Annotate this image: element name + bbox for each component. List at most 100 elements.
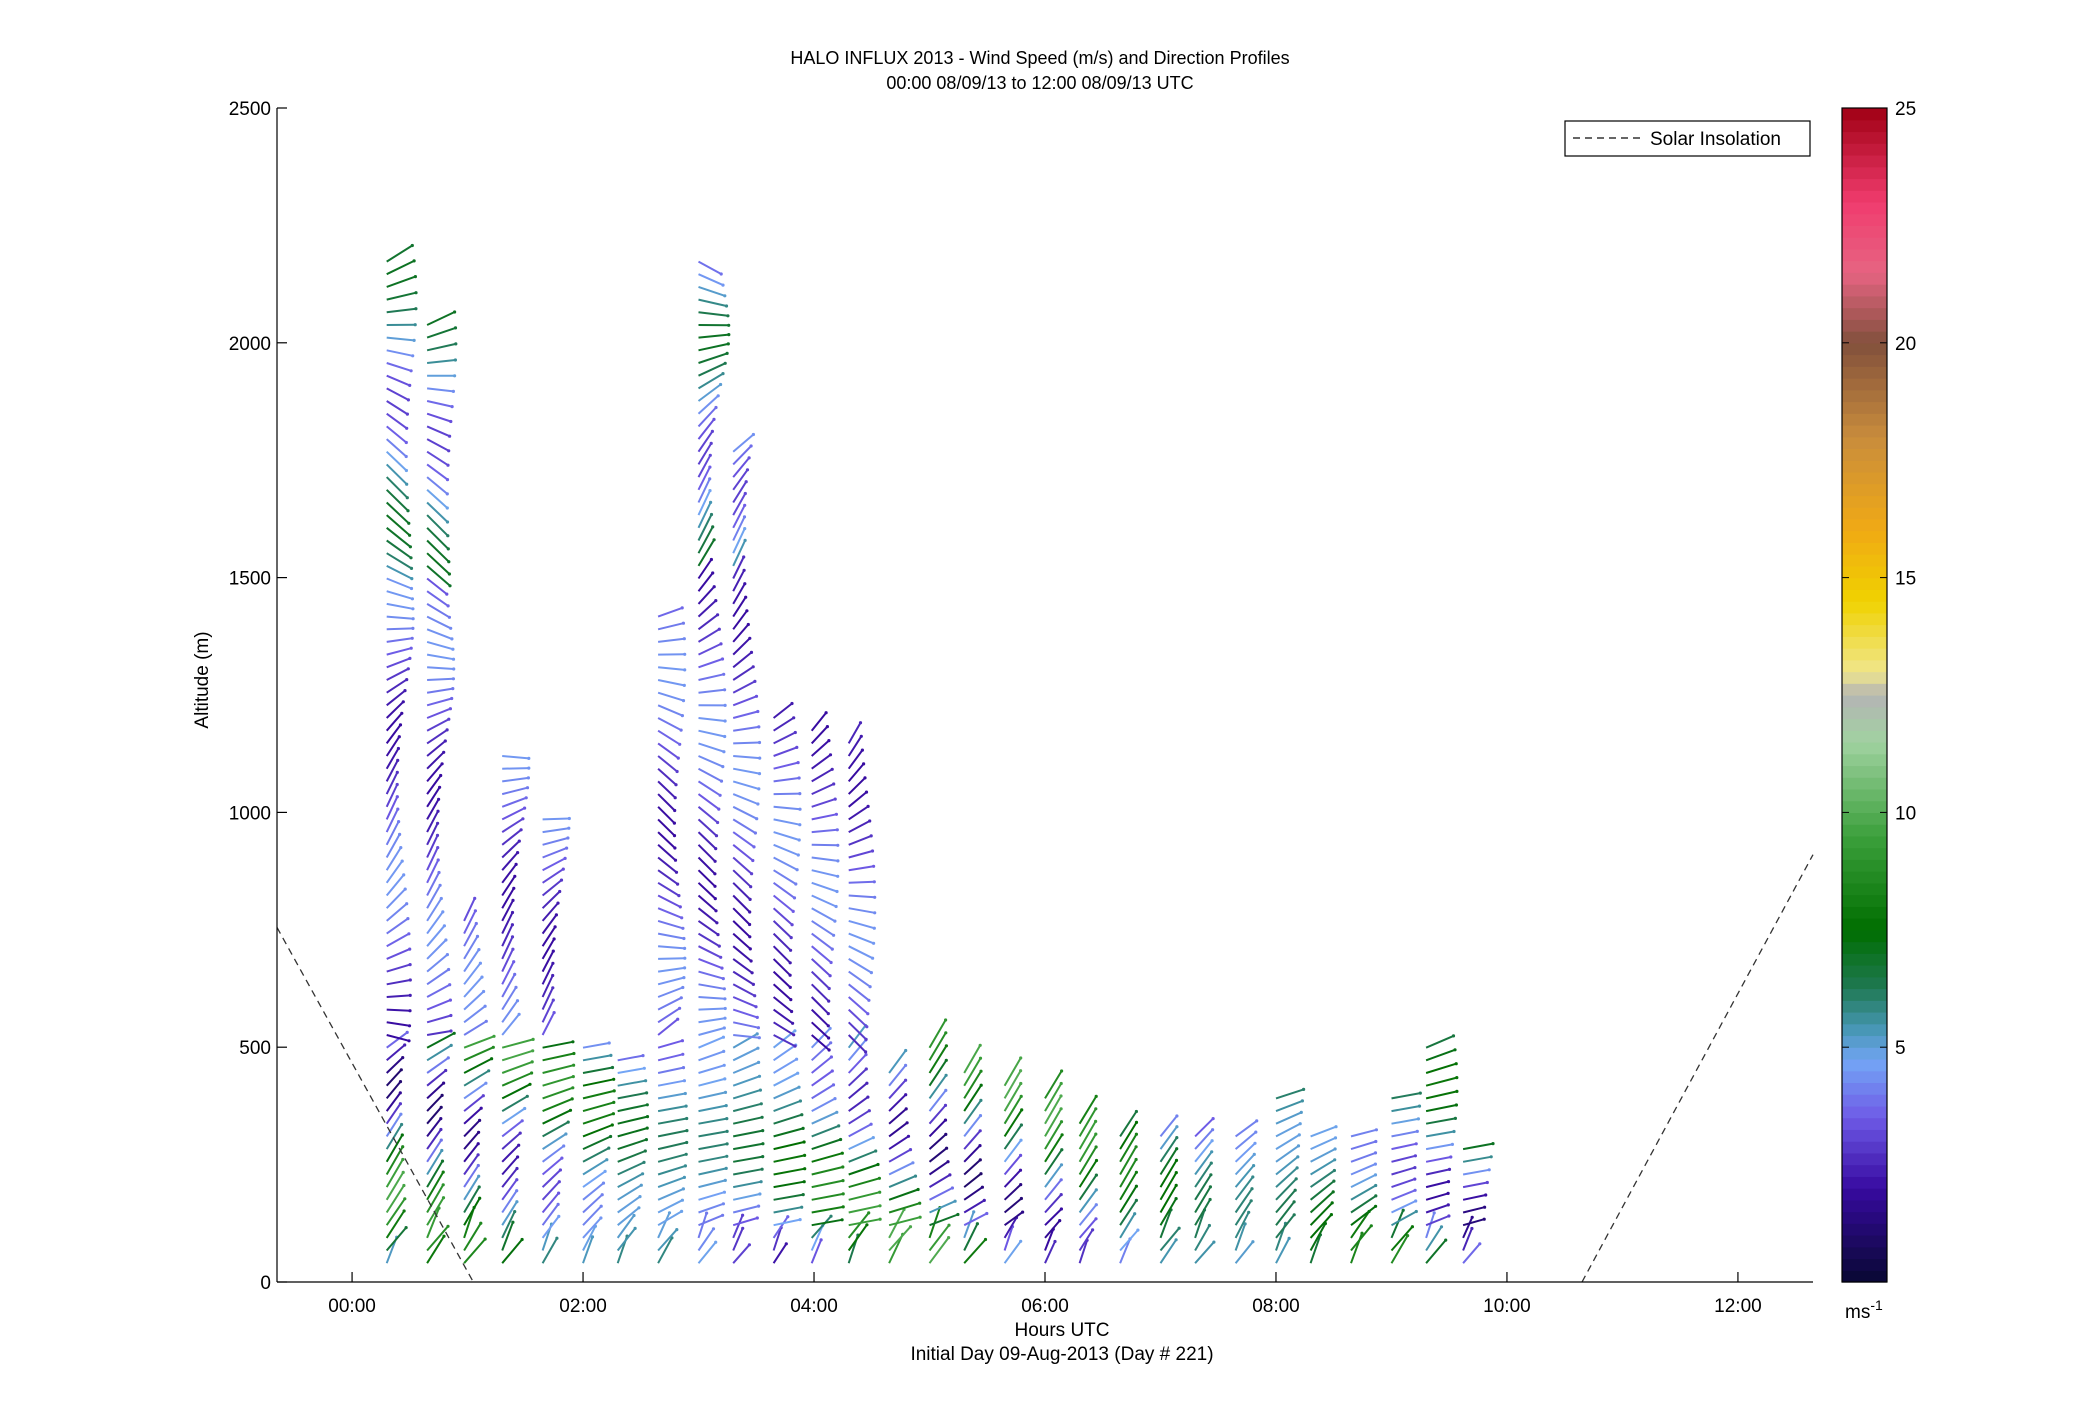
wind-barb [698, 298, 727, 307]
wind-barb [1425, 1203, 1449, 1214]
wind-barb-tip [477, 948, 481, 952]
wind-barb [772, 920, 792, 939]
wind-barb-tip [979, 1069, 983, 1073]
colorbar-segment [1842, 225, 1887, 238]
wind-barb [810, 712, 827, 732]
wind-barb-tip [571, 1075, 575, 1079]
wind-barb [616, 1214, 635, 1239]
wind-barb-tip [798, 823, 802, 827]
wind-barb [1275, 1111, 1302, 1125]
wind-barb-tip [945, 1146, 949, 1150]
colorbar-segment [1842, 248, 1887, 262]
wind-barb [385, 476, 409, 499]
wind-barb [1003, 1154, 1022, 1176]
wind-barb-tip [610, 1123, 614, 1127]
wind-barb-tip [802, 1180, 806, 1184]
wind-barb [1003, 1139, 1022, 1163]
wind-barb [848, 1163, 879, 1176]
wind-barb-tip [1373, 1173, 1378, 1177]
colorbar-tick-label: 15 [1895, 569, 1916, 590]
wind-barb [386, 539, 412, 559]
wind-barb-tip [790, 701, 794, 706]
wind-barb [773, 843, 799, 856]
wind-barb [582, 1066, 613, 1074]
colorbar-segment [1842, 1211, 1887, 1224]
wind-barb [732, 780, 760, 790]
wind-barb [698, 1117, 727, 1125]
wind-barb [426, 810, 439, 833]
wind-barb-tip [407, 932, 411, 936]
wind-barb [888, 1175, 916, 1189]
wind-barb [772, 932, 792, 952]
wind-barb [617, 1054, 644, 1062]
wind-barb-tip [1470, 1226, 1474, 1231]
colorbar-segment [1842, 1223, 1887, 1236]
wind-barb [463, 1164, 480, 1188]
wind-barb-tip [841, 1179, 845, 1183]
wind-barb [426, 438, 450, 452]
wind-barb-tip [872, 941, 876, 945]
wind-barb [810, 996, 830, 1015]
wind-barb-tip [1296, 1155, 1300, 1159]
colorbar-tick-label: 25 [1895, 99, 1916, 120]
wind-barb [732, 932, 751, 950]
wind-barb-tip [905, 1121, 909, 1125]
wind-barb [657, 622, 684, 631]
wind-barb-tip [943, 1103, 948, 1107]
wind-barb-tip [741, 1226, 745, 1230]
wind-barb [426, 412, 452, 423]
colorbar-segment [1842, 331, 1887, 344]
wind-barb-tip [720, 657, 725, 661]
wind-barb [385, 1146, 404, 1175]
wind-barb [773, 881, 796, 899]
wind-barb [773, 1021, 795, 1036]
colorbar-segment [1842, 941, 1887, 954]
wind-barb-tip [1174, 1197, 1178, 1201]
wind-barb [773, 1044, 797, 1062]
wind-barb-tip [866, 804, 870, 809]
wind-barb-tip [830, 947, 834, 951]
wind-barb [657, 881, 680, 897]
wind-barb [463, 923, 478, 947]
x-tick-label: 04:00 [790, 1296, 838, 1317]
wind-barb [1425, 1239, 1447, 1264]
x-tick-label: 08:00 [1252, 1296, 1300, 1317]
wind-barb [1425, 1192, 1449, 1201]
wind-barb-tip [791, 1021, 795, 1025]
colorbar-tick-label: 10 [1895, 803, 1916, 824]
wind-barb [426, 590, 449, 607]
colorbar-segment [1842, 636, 1887, 649]
wind-barb [848, 1008, 868, 1028]
wind-barb [657, 844, 677, 861]
wind-barb-tip [1292, 1213, 1296, 1217]
wind-barb-tip [758, 1088, 763, 1092]
wind-barb [501, 1072, 532, 1087]
wind-barb-tip [748, 922, 752, 927]
wind-barb [426, 1235, 445, 1264]
wind-barb-tip [819, 1238, 823, 1242]
wind-barb-tip [906, 1134, 911, 1138]
wind-barb-tip [1059, 1193, 1063, 1197]
colorbar-segment [1842, 929, 1887, 943]
wind-barb-tip [1373, 1151, 1378, 1155]
wind-barb [733, 1180, 762, 1189]
colorbar-segment [1842, 871, 1887, 884]
wind-barb [1391, 1154, 1416, 1163]
wind-barb-tip [473, 896, 477, 901]
wind-barb-tip [483, 1237, 487, 1241]
wind-barb [582, 1236, 594, 1264]
wind-barb [426, 514, 449, 537]
colorbar-segment [1842, 542, 1887, 555]
wind-barb [772, 907, 793, 926]
wind-barb-tip [683, 652, 687, 656]
wind-barb-tip [440, 1148, 444, 1153]
wind-barb-tip [1019, 1056, 1023, 1060]
wind-barb [963, 1199, 985, 1214]
wind-barb-tip [714, 834, 719, 838]
wind-barb [426, 718, 450, 732]
wind-barb [888, 1108, 907, 1125]
wind-barb-tip [435, 833, 440, 838]
wind-barb [1234, 1200, 1253, 1226]
wind-barb-tip [437, 870, 441, 875]
wind-barb-tip [871, 956, 875, 960]
